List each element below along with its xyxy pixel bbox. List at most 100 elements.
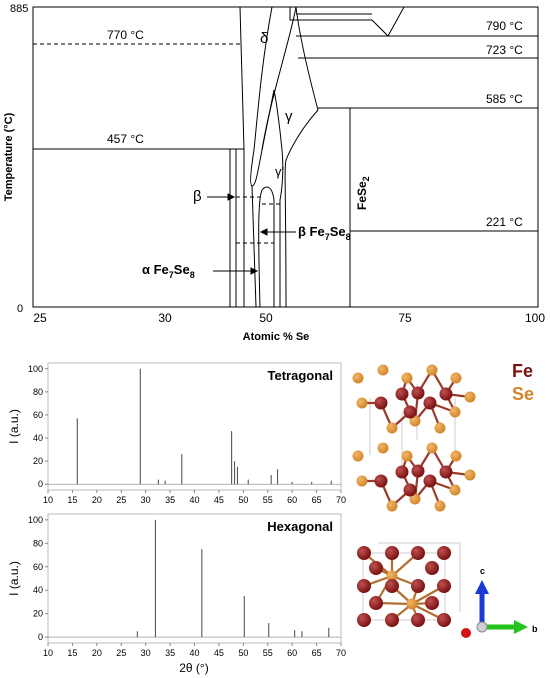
isotherm-585-label: 585 °C <box>486 92 523 106</box>
b-axis-arrowhead <box>514 620 528 634</box>
x-tick-label: 45 <box>214 495 224 505</box>
xrd-tetragonal-panel: 02040608010010 15 20 25 30 35 40 45 50 55 60 65 70Te… <box>7 363 346 505</box>
fe-atom <box>385 613 399 627</box>
fe-atom <box>437 613 451 627</box>
x-tick-label: 65 <box>312 495 322 505</box>
y-tick-label: 40 <box>33 585 43 595</box>
alpha-left-boundary <box>252 186 256 307</box>
triad-origin <box>477 622 487 632</box>
fe-atom <box>425 596 439 610</box>
x-tick-label: 55 <box>263 648 273 658</box>
y-tick-label: 80 <box>33 387 43 397</box>
phase-y-axis-label: Temperature (°C) <box>3 112 15 201</box>
xrd-x-axis-label: 2θ (°) <box>179 661 208 675</box>
x-tick-label: 40 <box>189 648 199 658</box>
fe-atom <box>440 466 453 479</box>
se-atom <box>435 501 446 512</box>
x-tick-label: 30 <box>141 495 151 505</box>
fe-atom <box>385 579 399 593</box>
xrd-panel-title: Hexagonal <box>267 519 333 534</box>
delta-left-boundary <box>240 7 244 307</box>
xtick-75: 75 <box>398 311 412 325</box>
beta-fe7se8-boundary <box>262 187 274 307</box>
fe-atom <box>411 546 425 560</box>
x-tick-label: 50 <box>238 495 248 505</box>
x-tick-label: 35 <box>165 648 175 658</box>
gamma-prime-phase-label: γ' <box>275 164 284 179</box>
fe-atom <box>411 579 425 593</box>
fe-atom <box>404 406 417 419</box>
xrd-y-axis-label: I (a.u.) <box>7 409 21 444</box>
fe-atom <box>396 388 409 401</box>
xrd-y-axis-label: I (a.u.) <box>7 561 21 596</box>
element-legend: Fe Se <box>512 361 534 404</box>
x-tick-label: 15 <box>67 648 77 658</box>
fe-atom <box>440 388 453 401</box>
isotherm-221-label: 221 °C <box>486 215 523 229</box>
gamma-dome-outer <box>251 7 296 186</box>
x-tick-label: 70 <box>336 648 346 658</box>
x-tick-label: 40 <box>189 495 199 505</box>
fe-atom <box>437 546 451 560</box>
legend-se: Se <box>512 384 534 404</box>
delta-phase-label: δ <box>260 30 268 47</box>
gamma-inner-left <box>262 90 283 307</box>
tetragonal-crystal-structure <box>353 365 476 512</box>
se-atom <box>353 373 364 384</box>
y-tick-label: 100 <box>28 515 43 525</box>
fe-atom <box>375 397 388 410</box>
xrd-panel-title: Tetragonal <box>268 368 334 383</box>
x-tick-label: 30 <box>141 648 151 658</box>
alpha-fe7se8-label: α Fe7Se8 <box>142 262 195 280</box>
y-tick-label: 0 <box>38 632 43 642</box>
x-tick-label: 50 <box>238 648 248 658</box>
isotherm-790-label: 790 °C <box>486 19 523 33</box>
top-wedge <box>290 7 404 36</box>
se-atom <box>450 485 461 496</box>
x-tick-label: 60 <box>287 648 297 658</box>
x-tick-label: 70 <box>336 495 346 505</box>
fe-atom <box>369 561 383 575</box>
alpha-fe7se8-arrow <box>213 268 257 274</box>
alpha-right-boundary <box>259 190 262 307</box>
x-tick-label: 10 <box>43 495 53 505</box>
se-atom <box>450 407 461 418</box>
y-tick-label: 20 <box>33 609 43 619</box>
se-atom <box>451 451 462 462</box>
se-atom <box>387 423 398 434</box>
fe-atom <box>396 466 409 479</box>
beta-fe7se8-label: β Fe7Se8 <box>298 224 351 242</box>
se-atom <box>357 398 368 409</box>
se-atom <box>435 423 446 434</box>
xtick-50: 50 <box>259 311 273 325</box>
beta-arrow <box>207 194 234 200</box>
fe-atom <box>412 465 425 478</box>
gamma-inner-right <box>285 110 318 307</box>
se-atom <box>427 365 438 376</box>
fe-atom <box>404 484 417 497</box>
y-tick-label: 100 <box>28 364 43 374</box>
x-tick-label: 45 <box>214 648 224 658</box>
isotherm-723-label: 723 °C <box>486 43 523 57</box>
beta-phase-label: β <box>193 188 202 205</box>
phase-x-axis-label: Atomic % Se <box>243 331 310 343</box>
y-tick-label: 60 <box>33 562 43 572</box>
y-tick-label: 0 <box>38 479 43 489</box>
fe-atom <box>425 561 439 575</box>
y-tick-label: 40 <box>33 433 43 443</box>
c-axis-arrowhead <box>475 580 489 594</box>
fe-atom <box>357 579 371 593</box>
se-atom <box>427 443 438 454</box>
x-tick-label: 60 <box>287 495 297 505</box>
fe-atom <box>357 613 371 627</box>
axes-triad: c b <box>461 566 538 638</box>
x-tick-label: 55 <box>263 495 273 505</box>
fe-atom <box>424 397 437 410</box>
x-tick-label: 25 <box>116 648 126 658</box>
fe-atom <box>424 475 437 488</box>
fe-atom <box>385 546 399 560</box>
isotherm-770-label: 770 °C <box>107 28 144 42</box>
gamma-phase-label: γ <box>285 108 293 125</box>
isotherm-457-label: 457 °C <box>107 132 144 146</box>
